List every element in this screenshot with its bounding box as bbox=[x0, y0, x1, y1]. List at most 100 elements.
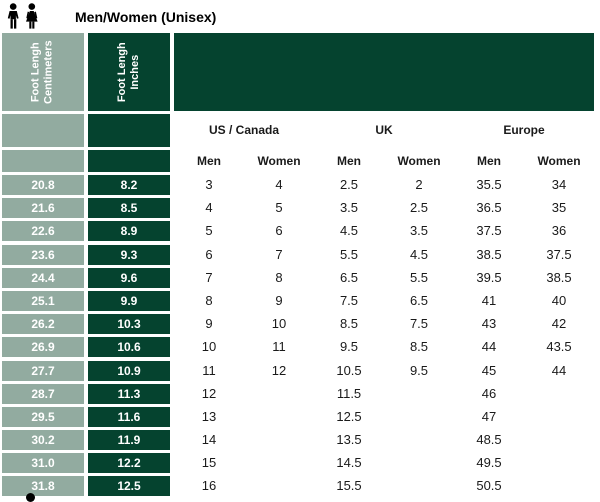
region-header-row: US / Canada UK Europe bbox=[2, 114, 600, 147]
uk-women-value: 3.5 bbox=[409, 223, 429, 239]
uk-women-value bbox=[384, 430, 454, 450]
us-women-value: 11 bbox=[272, 339, 286, 355]
eu-men-value: 49.5 bbox=[476, 455, 502, 471]
us-men-value: 12 bbox=[201, 385, 217, 401]
eu-women-value: 36 bbox=[551, 223, 567, 239]
cm-header-rotated: Foot Lengh Centimeters bbox=[2, 33, 84, 111]
eu-women-value: 37.5 bbox=[546, 246, 572, 262]
page-title: Men/Women (Unisex) bbox=[75, 8, 217, 25]
table-row: 28.7 11.3 12 11.5 46 bbox=[2, 383, 600, 404]
eu-women-value: 43.5 bbox=[546, 339, 572, 355]
us-men-value: 10 bbox=[201, 339, 217, 355]
uk-men-value: 2.5 bbox=[339, 177, 359, 192]
eu-women-value: 42 bbox=[551, 316, 567, 332]
us-women-value: 4 bbox=[275, 177, 283, 192]
uk-men-value: 4.5 bbox=[339, 223, 359, 239]
eu-men-value: 50.5 bbox=[476, 478, 502, 494]
table-row: 23.6 9.3 6 7 5.5 4.5 38.5 37.5 bbox=[2, 244, 600, 265]
eu-men-value: 36.5 bbox=[476, 200, 502, 216]
eu-men-value: 47 bbox=[481, 408, 497, 424]
cm-value-cell: 22.6 bbox=[2, 221, 84, 242]
us-women-value bbox=[244, 430, 314, 450]
cm-value-cell: 27.7 bbox=[2, 360, 84, 381]
us-men-value: 9 bbox=[205, 316, 213, 332]
subheader-us-women: Women bbox=[257, 154, 301, 168]
uk-women-value: 6.5 bbox=[409, 292, 429, 308]
inches-header-line1: Foot Lengh bbox=[115, 42, 128, 102]
header-row: Foot Lengh Centimeters Foot Lengh Inches bbox=[2, 33, 600, 111]
uk-women-value: 9.5 bbox=[409, 362, 429, 378]
eu-men-value: 48.5 bbox=[476, 432, 502, 448]
eu-men-value: 37.5 bbox=[476, 223, 502, 239]
uk-men-value: 12.5 bbox=[336, 408, 362, 424]
uk-men-value: 8.5 bbox=[339, 316, 359, 332]
eu-women-value: 38.5 bbox=[546, 269, 572, 285]
cm-spacer-cell bbox=[2, 150, 84, 172]
uk-women-value: 7.5 bbox=[409, 316, 429, 332]
eu-women-value: 34 bbox=[551, 177, 567, 192]
table-row: 20.8 8.2 3 4 2.5 2 35.5 34 bbox=[2, 175, 600, 195]
table-rows: 20.8 8.2 3 4 2.5 2 35.5 34 21.6 8.5 4 5 … bbox=[2, 175, 600, 497]
gender-header-row: Men Women Men Women Men Women bbox=[2, 150, 600, 172]
us-men-value: 7 bbox=[205, 269, 213, 285]
eu-women-value: 35 bbox=[551, 200, 567, 216]
uk-men-value: 5.5 bbox=[339, 246, 359, 262]
uk-women-value: 5.5 bbox=[409, 269, 429, 285]
man-woman-icon bbox=[7, 2, 38, 29]
inches-value-cell: 8.9 bbox=[88, 221, 170, 242]
uk-women-value bbox=[384, 384, 454, 404]
uk-women-value: 8.5 bbox=[409, 339, 429, 355]
us-men-value: 13 bbox=[201, 408, 217, 424]
subheader-eu-women: Women bbox=[537, 154, 581, 168]
inches-value-cell: 8.5 bbox=[88, 198, 170, 219]
uk-men-value: 13.5 bbox=[336, 432, 362, 448]
table-row: 25.1 9.9 8 9 7.5 6.5 41 40 bbox=[2, 290, 600, 311]
table-row: 31.8 12.5 16 15.5 50.5 bbox=[2, 476, 600, 497]
eu-women-value bbox=[524, 476, 594, 496]
uk-men-value: 15.5 bbox=[336, 478, 362, 494]
eu-women-value bbox=[524, 453, 594, 473]
us-women-value bbox=[244, 407, 314, 427]
uk-men-value: 6.5 bbox=[339, 269, 359, 285]
region-header-europe: Europe bbox=[503, 123, 545, 137]
inches-header-line2: Inches bbox=[129, 54, 141, 90]
eu-men-value: 35.5 bbox=[476, 177, 502, 192]
inches-value-cell: 9.9 bbox=[88, 290, 170, 311]
eu-men-value: 44 bbox=[481, 339, 497, 355]
table-row: 24.4 9.6 7 8 6.5 5.5 39.5 38.5 bbox=[2, 267, 600, 288]
us-women-value bbox=[244, 476, 314, 496]
eu-men-value: 45 bbox=[481, 362, 497, 378]
region-header-uk: UK bbox=[375, 123, 393, 137]
eu-men-value: 38.5 bbox=[476, 246, 502, 262]
eu-women-value: 44 bbox=[551, 362, 567, 378]
inches-value-cell: 10.3 bbox=[88, 314, 170, 335]
us-men-value: 4 bbox=[205, 200, 213, 216]
inches-spacer-cell bbox=[88, 114, 170, 147]
table-row: 31.0 12.2 15 14.5 49.5 bbox=[2, 453, 600, 474]
us-women-value: 9 bbox=[275, 292, 283, 308]
uk-women-value: 4.5 bbox=[409, 246, 429, 262]
table-row: 29.5 11.6 13 12.5 47 bbox=[2, 406, 600, 427]
table-row: 21.6 8.5 4 5 3.5 2.5 36.5 35 bbox=[2, 198, 600, 219]
eu-women-value bbox=[524, 430, 594, 450]
cm-value-cell: 29.5 bbox=[2, 406, 84, 427]
cm-value-cell: 26.2 bbox=[2, 314, 84, 335]
cm-value-cell: 28.7 bbox=[2, 383, 84, 404]
uk-women-value bbox=[384, 453, 454, 473]
uk-women-value: 2.5 bbox=[409, 200, 429, 216]
us-women-value bbox=[244, 384, 314, 404]
eu-women-value: 40 bbox=[551, 292, 567, 308]
cm-value-cell: 31.8 bbox=[2, 476, 84, 497]
uk-women-value bbox=[384, 407, 454, 427]
cutoff-figure-head-icon bbox=[26, 493, 35, 502]
cm-header-line2: Centimeters bbox=[42, 40, 55, 104]
subheader-uk-women: Women bbox=[397, 154, 441, 168]
us-men-value: 16 bbox=[201, 478, 217, 494]
uk-men-value: 10.5 bbox=[336, 362, 362, 378]
us-women-value: 10 bbox=[271, 316, 287, 332]
inches-value-cell: 12.5 bbox=[88, 476, 170, 497]
inches-value-cell: 11.6 bbox=[88, 406, 170, 427]
cm-value-cell: 26.9 bbox=[2, 337, 84, 358]
us-women-value: 5 bbox=[275, 200, 283, 216]
us-men-value: 6 bbox=[205, 246, 213, 262]
